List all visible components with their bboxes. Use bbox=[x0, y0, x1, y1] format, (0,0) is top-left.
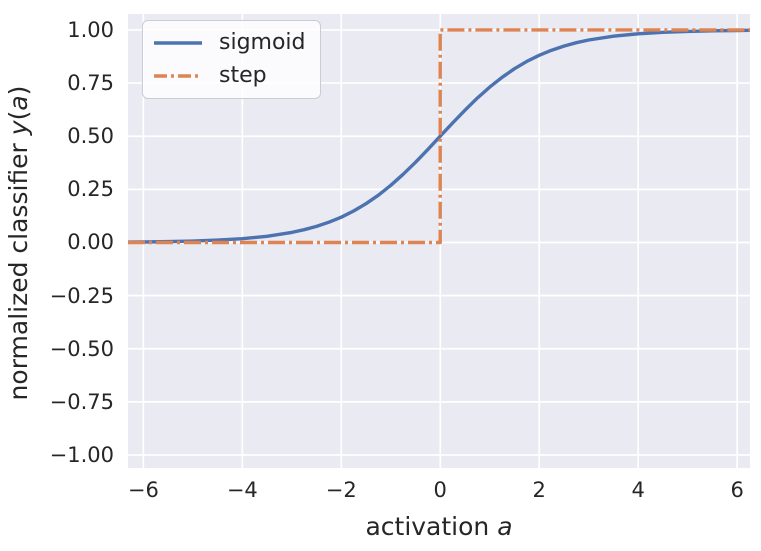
y-tick-label: 0.25 bbox=[67, 177, 114, 202]
x-tick-label: 2 bbox=[532, 478, 546, 502]
legend-item-sigmoid: sigmoid bbox=[153, 29, 306, 57]
x-axis-label-var: a bbox=[497, 512, 513, 541]
x-tick-label: −6 bbox=[127, 478, 159, 502]
x-axis-label-text: activation bbox=[365, 512, 498, 541]
y-axis-label-text: normalized classifier bbox=[4, 135, 33, 401]
step-line bbox=[128, 28, 750, 245]
legend-label-sigmoid: sigmoid bbox=[219, 30, 306, 55]
y-axis-label-open-paren: ( bbox=[4, 110, 33, 121]
sigmoid-line bbox=[128, 28, 750, 244]
plot-area: sigmoid step bbox=[128, 14, 750, 468]
step-line-sample bbox=[154, 74, 202, 78]
y-axis-label-func: y bbox=[4, 120, 33, 136]
x-tick-label: −2 bbox=[325, 478, 357, 502]
y-tick-label: 0.00 bbox=[67, 230, 114, 255]
x-tick-label: −4 bbox=[226, 478, 258, 502]
legend: sigmoid step bbox=[142, 20, 321, 99]
y-axis-label: normalized classifier y(a) bbox=[4, 86, 34, 401]
y-tick-label: −0.25 bbox=[49, 283, 114, 308]
y-tick-label: 0.50 bbox=[67, 124, 114, 149]
y-axis-label-var: a bbox=[4, 95, 33, 111]
y-tick-label: −0.50 bbox=[49, 336, 114, 361]
y-axis-label-close-paren: ) bbox=[4, 85, 33, 96]
x-tick-label: 4 bbox=[631, 478, 645, 502]
y-tick-label: −1.00 bbox=[49, 443, 114, 468]
chart-canvas bbox=[128, 14, 750, 468]
x-axis-label: activation a bbox=[128, 512, 750, 542]
x-tick-label: 6 bbox=[730, 478, 744, 502]
legend-label-step: step bbox=[219, 63, 267, 88]
legend-item-step: step bbox=[153, 62, 306, 90]
x-tick-label: 0 bbox=[433, 478, 447, 502]
y-tick-label: −0.75 bbox=[49, 389, 114, 414]
y-tick-label: 1.00 bbox=[67, 17, 114, 42]
y-tick-label: 0.75 bbox=[67, 71, 114, 96]
sigmoid-line-sample bbox=[154, 41, 202, 45]
